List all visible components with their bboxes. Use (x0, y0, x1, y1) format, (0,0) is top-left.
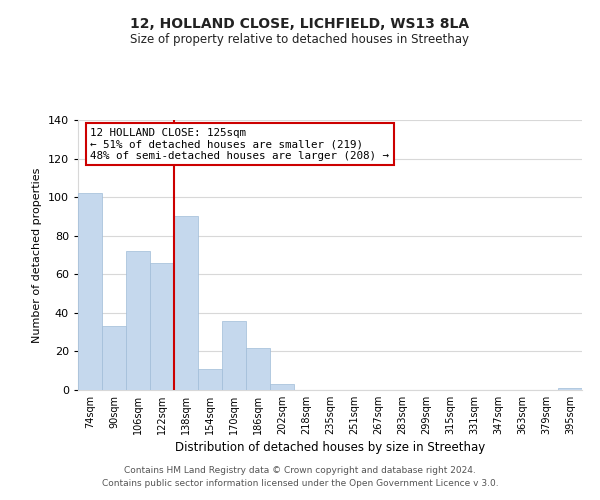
Text: 12, HOLLAND CLOSE, LICHFIELD, WS13 8LA: 12, HOLLAND CLOSE, LICHFIELD, WS13 8LA (130, 18, 470, 32)
Text: 12 HOLLAND CLOSE: 125sqm
← 51% of detached houses are smaller (219)
48% of semi-: 12 HOLLAND CLOSE: 125sqm ← 51% of detach… (91, 128, 389, 161)
Bar (198, 369, 222, 390)
Bar (150, 262, 174, 390)
X-axis label: Distribution of detached houses by size in Streethay: Distribution of detached houses by size … (175, 441, 485, 454)
Y-axis label: Number of detached properties: Number of detached properties (32, 168, 42, 342)
Bar (78, 194, 102, 390)
Bar (102, 326, 126, 390)
Bar (126, 251, 150, 390)
Bar (174, 216, 198, 390)
Text: Contains HM Land Registry data © Crown copyright and database right 2024.
Contai: Contains HM Land Registry data © Crown c… (101, 466, 499, 487)
Bar (558, 388, 582, 390)
Text: Size of property relative to detached houses in Streethay: Size of property relative to detached ho… (131, 32, 470, 46)
Bar (222, 320, 246, 390)
Bar (246, 348, 270, 390)
Bar (270, 384, 294, 390)
